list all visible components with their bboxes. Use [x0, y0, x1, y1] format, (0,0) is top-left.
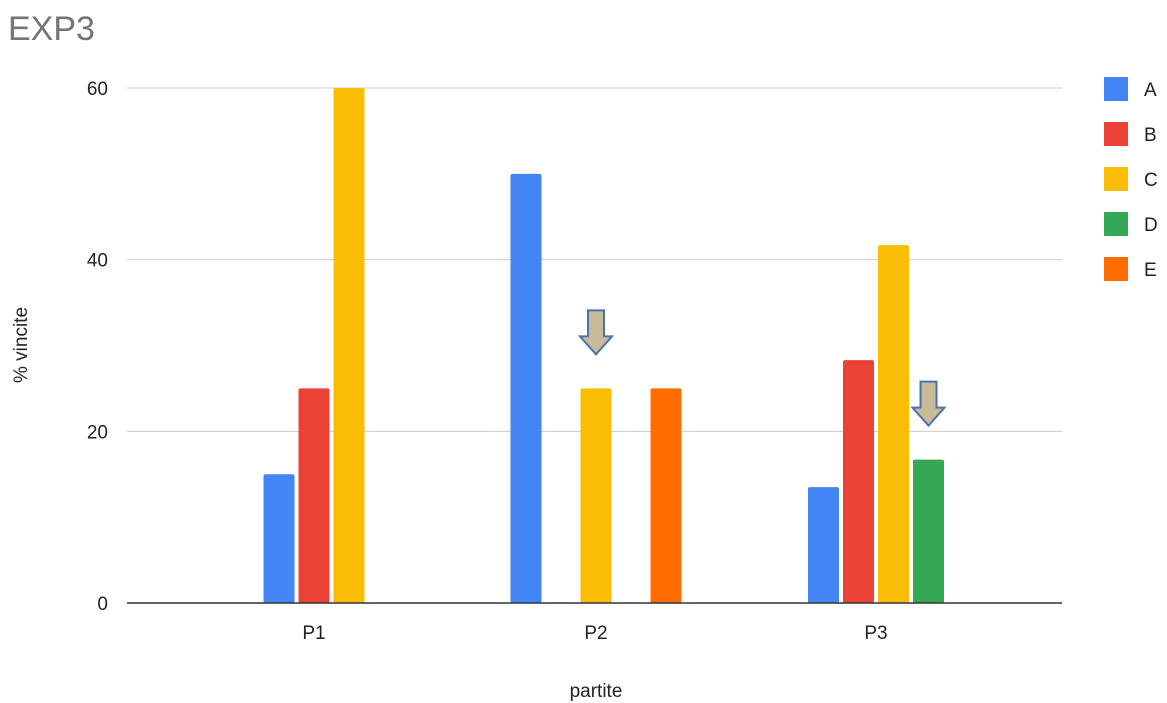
bars [263, 88, 944, 604]
legend-label-e: E [1144, 260, 1157, 281]
y-axis-label: % vincite [11, 307, 32, 383]
legend-swatch-e [1104, 257, 1128, 281]
y-axis-ticks: 0 20 40 60 [87, 79, 108, 615]
bar-p2-e [650, 388, 682, 603]
x-tick-label: P2 [584, 623, 607, 644]
bar-p3-b [843, 360, 874, 603]
bar-p3-d [913, 459, 944, 603]
bar-p1-b [298, 388, 330, 603]
chart-title: EXP3 [8, 10, 95, 48]
bar-p3-a [808, 487, 839, 603]
gridlines [127, 87, 1062, 432]
bar-p1-a [263, 474, 295, 603]
legend-label-d: D [1144, 215, 1158, 236]
legend-label-b: B [1144, 125, 1157, 146]
bar-p2-c [580, 388, 612, 603]
y-tick-label: 0 [97, 594, 108, 615]
x-axis-label: partite [570, 681, 623, 702]
legend-swatch-c [1104, 167, 1128, 191]
x-tick-label: P1 [302, 623, 325, 644]
x-axis-ticks: P1 P2 P3 [302, 623, 887, 644]
bar-p2-a [510, 173, 542, 604]
down-arrow-icon [910, 380, 947, 428]
legend-swatch-a [1104, 77, 1128, 101]
annotations [577, 309, 947, 428]
y-tick-label: 40 [87, 251, 108, 272]
legend-label-c: C [1144, 170, 1158, 191]
down-arrow-icon [577, 309, 615, 356]
legend-label-a: A [1144, 80, 1157, 101]
bar-p1-c [333, 88, 365, 603]
legend-swatch-b [1104, 122, 1128, 146]
y-tick-label: 20 [87, 422, 108, 443]
legend: A B C D E [1104, 77, 1158, 281]
legend-swatch-d [1104, 212, 1128, 236]
bar-p3-c [878, 245, 909, 603]
x-tick-label: P3 [864, 623, 887, 644]
y-tick-label: 60 [87, 79, 108, 100]
